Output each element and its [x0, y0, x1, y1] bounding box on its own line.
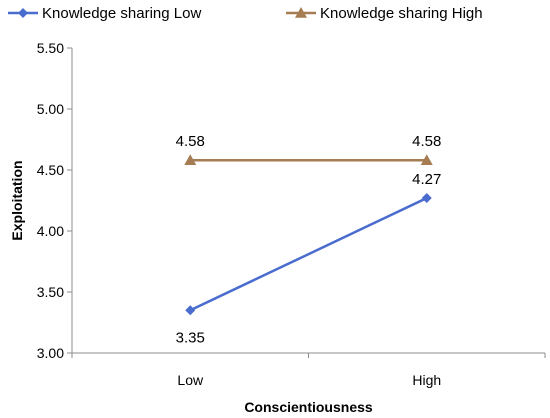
y-tick-label: 5.00: [37, 101, 64, 117]
series-1-point: [421, 193, 432, 204]
y-tick-label: 3.50: [37, 284, 64, 300]
x-axis-title: Conscientiousness: [244, 399, 373, 415]
series-2-point: [420, 154, 433, 166]
legend-marker: [18, 8, 28, 18]
legend-label: Knowledge sharing High: [320, 5, 483, 22]
data-label: 3.35: [176, 329, 205, 346]
series-line-1: [189, 196, 428, 312]
y-axis-title: Exploitation: [9, 160, 25, 240]
legend: Knowledge sharing Low Knowledge sharing H…: [8, 5, 483, 22]
legend-marker: [295, 7, 307, 18]
x-tick-label: High: [412, 372, 441, 388]
legend-label: Knowledge sharing Low: [42, 5, 201, 22]
data-label: 4.27: [412, 171, 441, 188]
y-tick-label: 5.50: [37, 40, 64, 56]
data-labels: 3.35 4.27 4.58 4.58: [176, 133, 442, 346]
y-tick-label: 4.50: [37, 162, 64, 178]
y-tick-label: 4.00: [37, 223, 64, 239]
axes: 3.00 3.50 4.00 4.50 5.00 5.50 Low High: [37, 40, 546, 388]
data-label: 4.58: [176, 133, 205, 150]
series-layer: [184, 154, 433, 316]
series-2-point: [184, 154, 197, 166]
x-tick-label: Low: [177, 372, 204, 388]
data-label: 4.58: [412, 133, 441, 150]
series-1-point: [185, 305, 196, 316]
y-tick-label: 3.00: [37, 345, 64, 361]
